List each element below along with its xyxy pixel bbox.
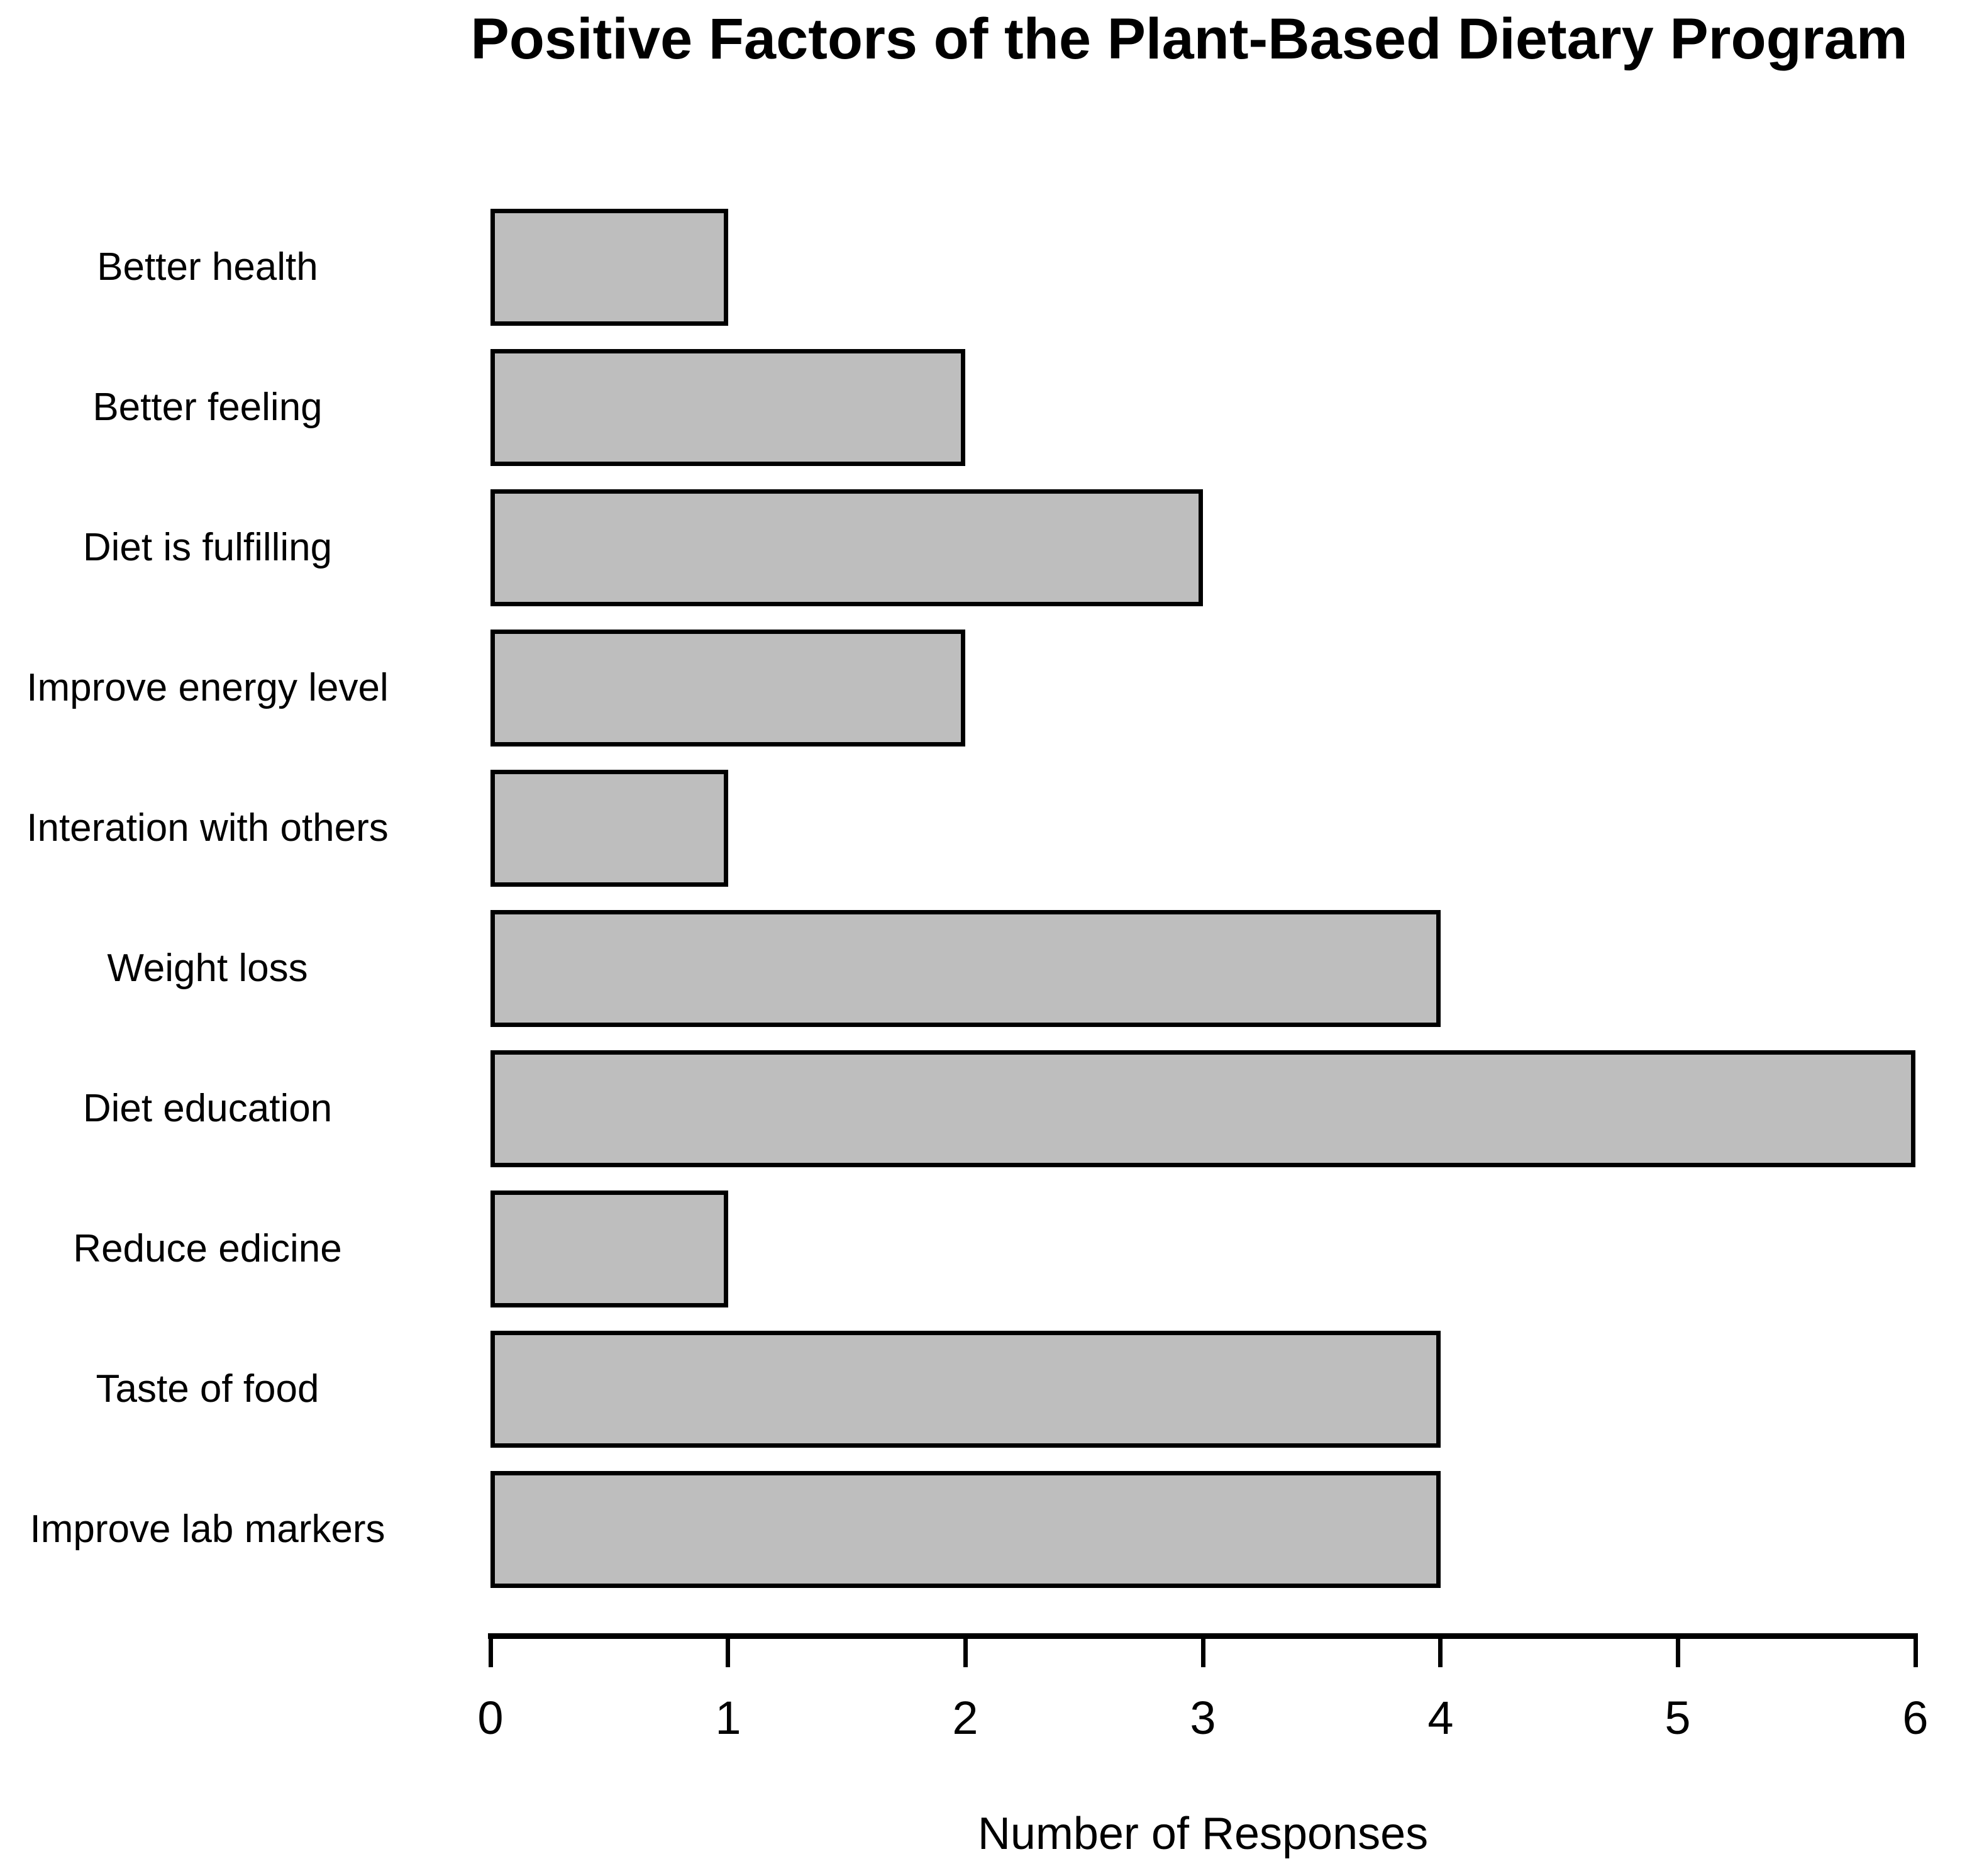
x-axis-title: Number of Responses bbox=[977, 1809, 1429, 1859]
category-label: Improve lab markers bbox=[30, 1507, 385, 1551]
x-axis-tick-label: 2 bbox=[952, 1692, 978, 1744]
x-axis-tick-label: 1 bbox=[715, 1692, 741, 1744]
bar bbox=[490, 770, 728, 887]
category-label: Reduce edicine bbox=[73, 1227, 342, 1270]
bar bbox=[490, 910, 1441, 1027]
x-axis-tick-label: 0 bbox=[477, 1692, 504, 1744]
category-label: Taste of food bbox=[96, 1367, 319, 1411]
x-axis-tick bbox=[963, 1636, 968, 1667]
bar bbox=[490, 1471, 1441, 1588]
x-axis-tick-label: 5 bbox=[1665, 1692, 1691, 1744]
x-axis-tick bbox=[1201, 1636, 1205, 1667]
bar bbox=[490, 1331, 1441, 1448]
bar bbox=[490, 489, 1203, 606]
x-axis-tick bbox=[1438, 1636, 1443, 1667]
x-axis-tick bbox=[1676, 1636, 1680, 1667]
x-axis-tick-label: 4 bbox=[1427, 1692, 1454, 1744]
bar bbox=[490, 349, 965, 466]
x-axis-tick-label: 3 bbox=[1190, 1692, 1216, 1744]
bar bbox=[490, 1050, 1915, 1167]
category-label: Improve energy level bbox=[26, 666, 389, 709]
category-label: Diet is fulfilling bbox=[82, 526, 333, 569]
bar bbox=[490, 630, 965, 747]
bar bbox=[490, 209, 728, 326]
bar bbox=[490, 1191, 728, 1307]
category-label: Better feeling bbox=[92, 386, 323, 429]
x-axis-tick-label: 6 bbox=[1902, 1692, 1929, 1744]
x-axis-tick bbox=[489, 1636, 493, 1667]
category-label: Diet education bbox=[82, 1087, 333, 1130]
x-axis-tick bbox=[726, 1636, 730, 1667]
category-label: Better health bbox=[97, 245, 318, 289]
x-axis-tick bbox=[1914, 1636, 1918, 1667]
category-label: Interation with others bbox=[26, 806, 389, 850]
category-label: Weight loss bbox=[107, 946, 308, 990]
chart-title: Positive Factors of the Plant-Based Diet… bbox=[470, 7, 1908, 71]
